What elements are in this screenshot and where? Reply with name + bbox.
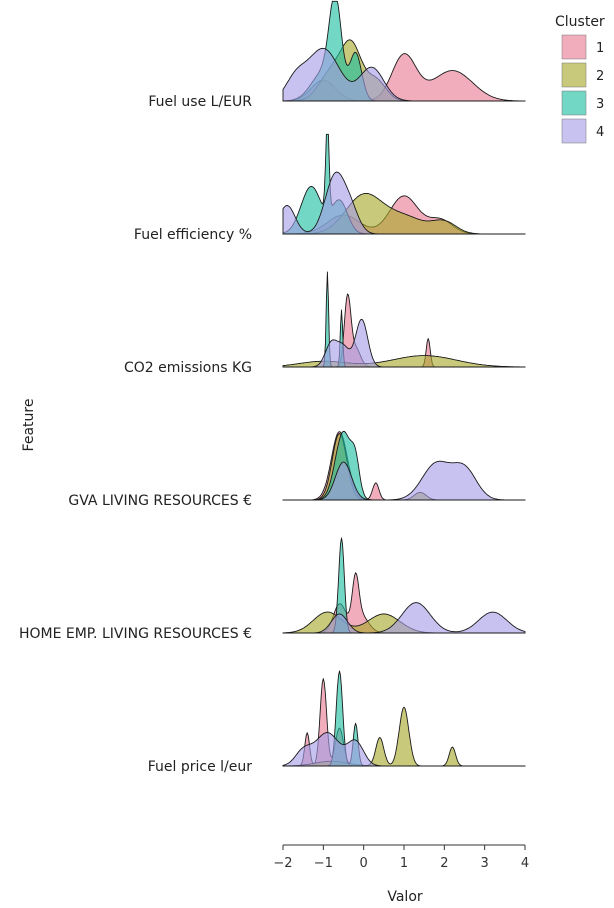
feature-label: Fuel price l/eur <box>148 759 252 775</box>
ridge-6 <box>282 670 526 767</box>
legend-label-3: 3 <box>596 97 604 112</box>
x-tick-label: −1 <box>314 856 333 871</box>
feature-label: GVA LIVING RESOURCES € <box>68 493 252 509</box>
density-cluster-4 <box>282 171 526 235</box>
x-axis: −2 −1 0 1 2 3 4 <box>273 844 529 871</box>
density-cluster-4 <box>282 732 526 767</box>
legend-label-2: 2 <box>596 69 604 84</box>
ridge-4 <box>282 430 526 501</box>
density-cluster-2 <box>282 433 526 501</box>
feature-label: CO2 emissions KG <box>124 360 252 376</box>
ridge-5 <box>282 537 526 634</box>
x-tick-label: 3 <box>481 856 489 871</box>
legend-swatch-4 <box>561 118 587 144</box>
legend-label-1: 1 <box>596 41 604 56</box>
x-tick-label: 0 <box>360 856 368 871</box>
legend-label-4: 4 <box>596 125 604 140</box>
x-tick-label: 4 <box>521 856 529 871</box>
legend-title: Cluster <box>555 14 605 30</box>
ridge-1 <box>282 0 526 102</box>
density-cluster-1 <box>282 293 526 368</box>
feature-labels-group: Fuel use L/EUR Fuel efficiency % CO2 emiss… <box>19 94 252 775</box>
density-cluster-4 <box>282 460 526 501</box>
density-cluster-3 <box>282 430 526 501</box>
density-cluster-3 <box>282 271 526 368</box>
feature-label: Fuel efficiency % <box>134 227 252 243</box>
x-axis-title: Valor <box>387 889 423 905</box>
y-axis-title: Feature <box>21 399 37 452</box>
density-cluster-4 <box>282 47 526 102</box>
legend-swatch-1 <box>561 34 587 60</box>
legend: Cluster 1 2 3 4 <box>555 14 605 144</box>
legend-swatch-3 <box>561 90 587 116</box>
density-cluster-4 <box>282 602 526 634</box>
feature-label: Fuel use L/EUR <box>148 94 252 110</box>
ridge-2 <box>282 133 526 235</box>
ridges-group <box>282 0 526 767</box>
density-cluster-1 <box>282 431 526 501</box>
legend-swatch-2 <box>561 62 587 88</box>
x-tick-label: 1 <box>400 856 408 871</box>
feature-label: HOME EMP. LIVING RESOURCES € <box>19 626 252 642</box>
x-tick-label: −2 <box>273 856 292 871</box>
x-tick-label: 2 <box>440 856 448 871</box>
density-cluster-4 <box>282 318 526 368</box>
ridge-3 <box>282 271 526 368</box>
